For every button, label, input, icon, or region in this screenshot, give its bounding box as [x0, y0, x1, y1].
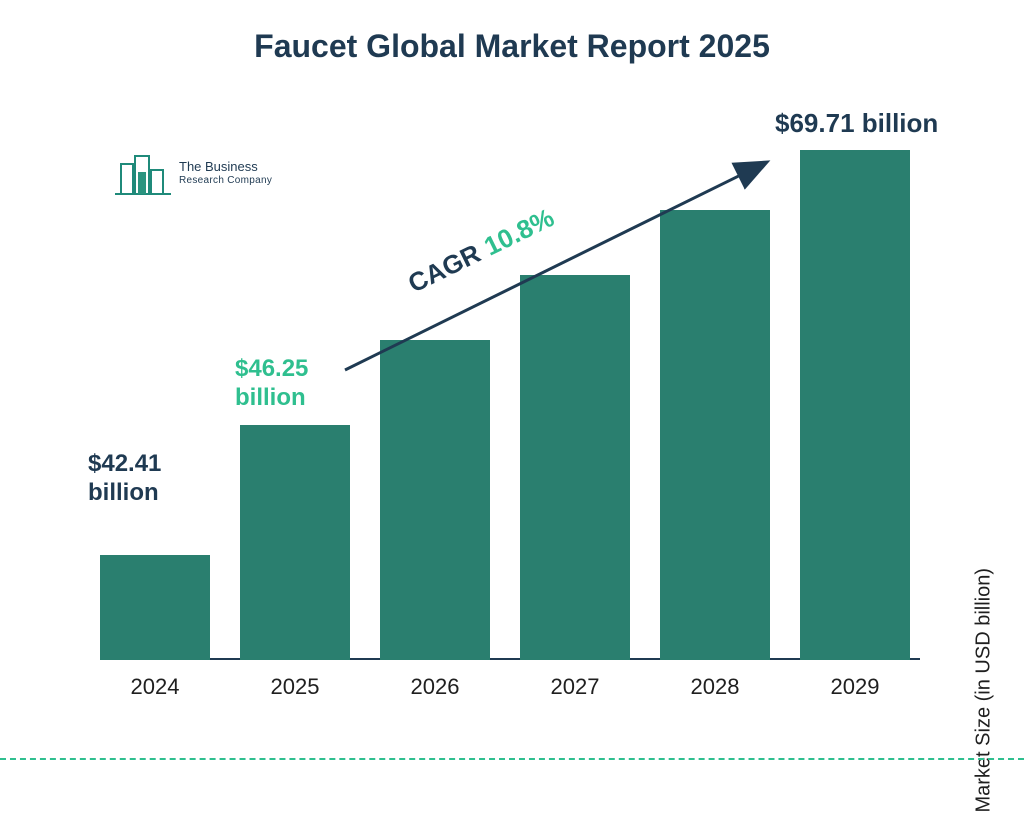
data-label-2: $69.71 billion: [775, 108, 938, 139]
data-label-1: $46.25billion: [235, 355, 308, 413]
bottom-dashed-line: [0, 758, 1024, 760]
y-axis-label: Market Size (in USD billion): [973, 568, 996, 813]
data-label-0: $42.41billion: [88, 450, 161, 508]
